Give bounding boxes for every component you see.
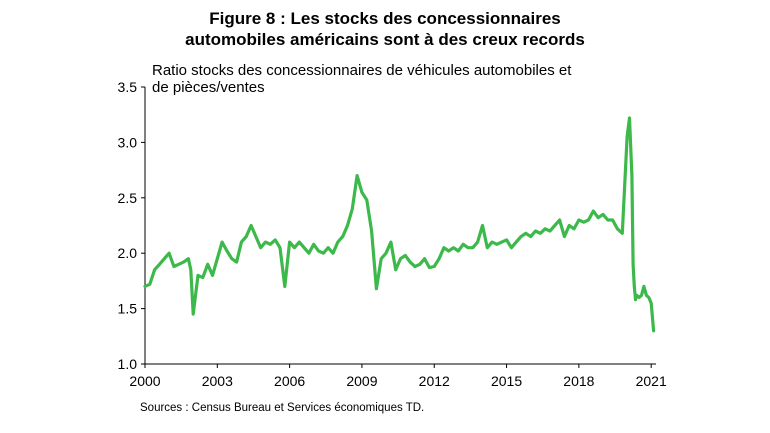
x-tick-label: 2015 [491, 373, 522, 389]
y-tick-label: 2.0 [118, 245, 138, 261]
chart-title-line-1: Figure 8 : Les stocks des concessionnair… [209, 9, 561, 28]
x-tick-label: 2018 [563, 373, 594, 389]
y-axis-label-line-2: de pièces/ventes [152, 79, 265, 96]
x-tick-label: 2021 [636, 373, 667, 389]
chart-title: Figure 8 : Les stocks des concessionnair… [0, 8, 770, 50]
y-tick-label: 1.0 [118, 356, 138, 372]
y-axis-ticks: 1.0 1.5 2.0 2.5 3.0 3.5 [118, 79, 145, 372]
y-axis-label: Ratio stocks des concessionnaires de véh… [152, 62, 622, 96]
x-tick-label: 2012 [419, 373, 450, 389]
x-tick-label: 2009 [346, 373, 377, 389]
y-tick-label: 3.0 [118, 134, 138, 150]
x-tick-label: 2000 [129, 373, 160, 389]
series-line [143, 116, 656, 333]
source-note: Sources : Census Bureau et Services écon… [140, 402, 425, 414]
chart-axes [144, 87, 656, 365]
y-tick-label: 3.5 [118, 79, 138, 95]
x-tick-label: 2003 [202, 373, 233, 389]
y-tick-label: 2.5 [118, 190, 138, 206]
y-axis-label-line-1: Ratio stocks des concessionnaires de véh… [152, 62, 572, 79]
x-tick-label: 2006 [274, 373, 305, 389]
chart-title-line-2: automobiles américains sont à des creux … [185, 30, 585, 49]
x-axis-ticks: 2000 2003 2006 2009 2012 2015 2018 2021 [129, 364, 667, 389]
series-group [143, 116, 656, 333]
y-tick-label: 1.5 [118, 301, 138, 317]
